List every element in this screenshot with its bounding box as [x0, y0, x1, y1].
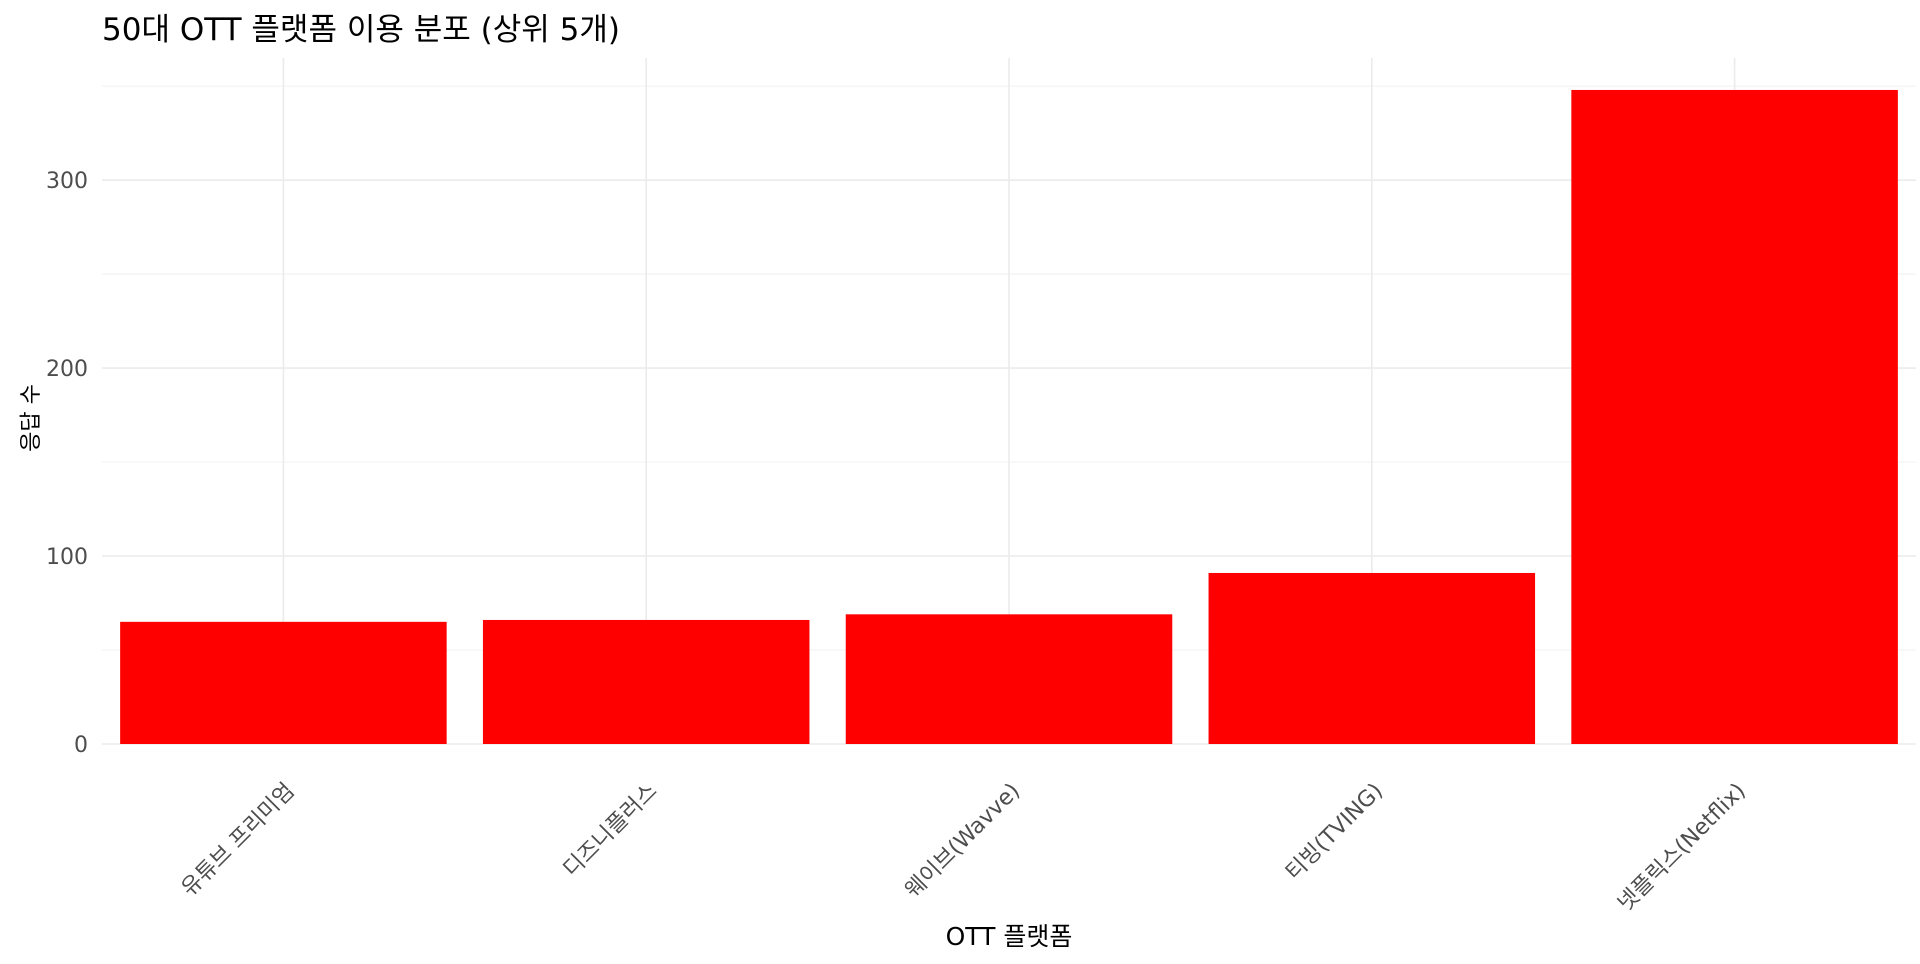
y-tick-label: 300: [46, 169, 88, 194]
bar: [120, 621, 447, 744]
chart-title: 50대 OTT 플랫폼 이용 분포 (상위 5개): [102, 12, 620, 48]
x-tick-label: 유튜브 프리미엄: [177, 779, 300, 902]
x-tick-label: 넷플릭스(Netflix): [1613, 779, 1751, 917]
y-axis-ticks: 0 100 200 300: [46, 169, 88, 758]
y-tick-label: 100: [46, 545, 88, 570]
x-axis-ticks: 유튜브 프리미엄 디즈니플러스 웨이브(Wavve) 티빙(TVING) 넷플릭스(Ne…: [177, 779, 1751, 917]
bar: [1208, 572, 1536, 744]
x-tick-label: 티빙(TVING): [1281, 779, 1388, 886]
y-tick-label: 200: [46, 357, 88, 382]
x-tick-label: 디즈니플러스: [559, 779, 663, 883]
bar: [845, 614, 1173, 744]
x-axis-title: OTT 플랫폼: [946, 922, 1073, 951]
bar: [482, 619, 810, 744]
x-tick-label: 웨이브(Wavve): [901, 779, 1026, 904]
bar-layer: [120, 89, 1898, 744]
bar: [1571, 89, 1898, 744]
y-axis-title: 응답 수: [19, 384, 44, 452]
y-tick-label: 0: [74, 733, 88, 758]
